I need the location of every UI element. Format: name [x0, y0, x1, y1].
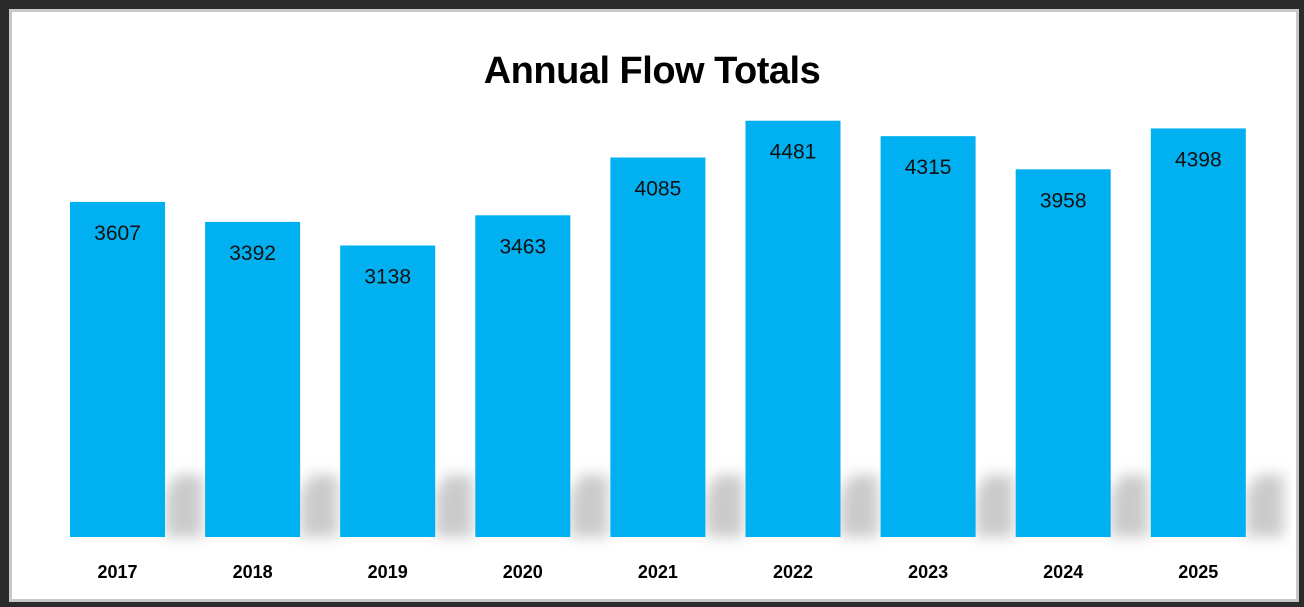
data-label-2025: 4398: [1175, 148, 1222, 171]
data-label-2019: 3138: [364, 265, 411, 288]
bar-2018: [205, 221, 301, 538]
bar-shadow-2022: [840, 475, 879, 537]
bar-2022: [745, 120, 841, 537]
bar-shadows: [165, 475, 1284, 537]
category-label-2019: 2019: [368, 562, 408, 582]
category-label-2018: 2018: [233, 562, 273, 582]
data-label-2020: 3463: [499, 235, 546, 258]
category-label-2020: 2020: [503, 562, 543, 582]
bar-2020: [475, 215, 571, 538]
category-label-2017: 2017: [97, 562, 137, 582]
category-label-2024: 2024: [1043, 562, 1083, 582]
category-label-2023: 2023: [908, 562, 948, 582]
category-label-2022: 2022: [773, 562, 813, 582]
data-label-2023: 4315: [905, 156, 952, 179]
chart-title: Annual Flow Totals: [483, 50, 821, 92]
category-label-2021: 2021: [638, 562, 678, 582]
bar-shadow-2020: [570, 475, 609, 537]
data-label-2021: 4085: [635, 178, 682, 201]
bar-2021: [610, 157, 706, 537]
bar-shadow-2023: [975, 475, 1014, 537]
bar-shadow-2017: [165, 475, 203, 537]
bar-2023: [880, 136, 976, 537]
bar-shadow-2021: [705, 475, 744, 537]
data-labels: 3607 3392 3138 3463 4085 4481 4315 3958 4398: [94, 141, 1222, 289]
bars: [70, 120, 1246, 538]
bar-2019: [340, 245, 436, 538]
data-label-2018: 3392: [229, 242, 276, 265]
data-label-2017: 3607: [94, 222, 141, 245]
bar-2017: [70, 201, 165, 538]
bar-shadow-2019: [435, 475, 474, 537]
bar-2024: [1015, 169, 1111, 537]
category-label-2025: 2025: [1178, 562, 1218, 582]
bar-shadow-2018: [300, 475, 339, 537]
bar-2025: [1150, 128, 1246, 538]
data-label-2024: 3958: [1040, 189, 1087, 212]
bar-shadow-2024: [1110, 475, 1149, 537]
category-labels: 2017 2018 2019 2020 2021 2022 2023 2024 2025: [97, 562, 1218, 582]
bar-shadow-2025: [1245, 475, 1284, 537]
data-label-2022: 4481: [770, 141, 817, 164]
